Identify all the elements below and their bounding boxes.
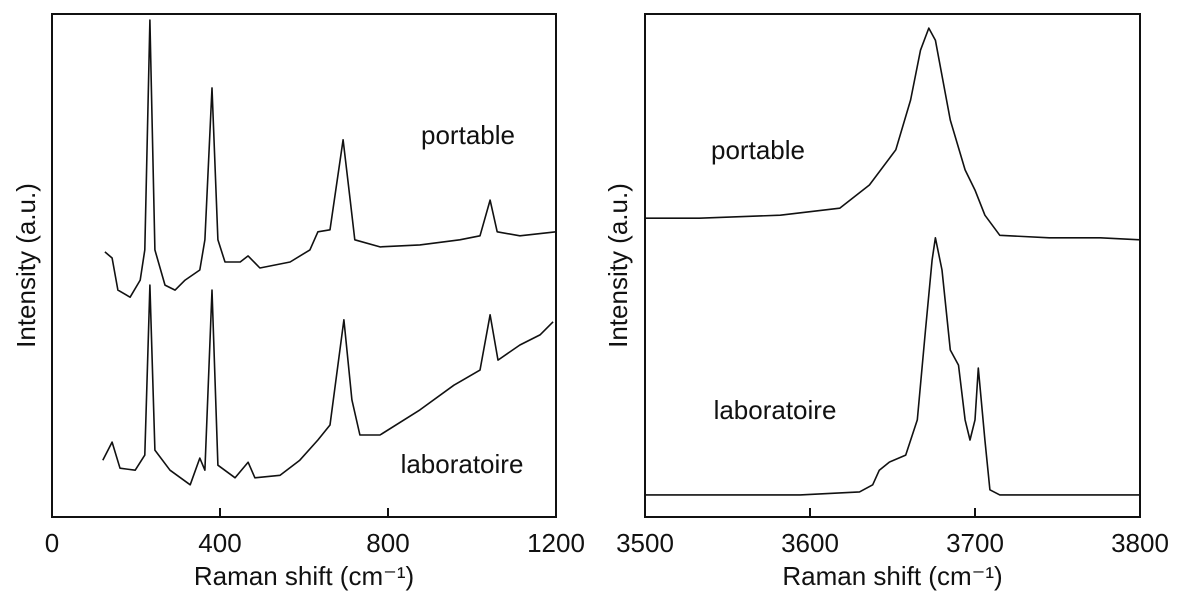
plot-frame — [644, 13, 1141, 518]
series-label: portable — [421, 120, 515, 150]
x-tick-label: 3600 — [781, 528, 839, 558]
x-tick-label: 400 — [198, 528, 241, 558]
series-label: laboratoire — [714, 395, 837, 425]
y-axis-label: Intensity (a.u.) — [11, 183, 41, 348]
series-label: portable — [711, 135, 805, 165]
plot-frame — [51, 13, 557, 518]
x-tick-label: 1200 — [527, 528, 585, 558]
x-axis-label: Raman shift (cm⁻¹) — [782, 561, 1002, 591]
spectrum-line — [645, 237, 1140, 496]
spectrum-line — [645, 27, 1141, 241]
x-tick-label: 800 — [366, 528, 409, 558]
x-tick-label: 3700 — [946, 528, 1004, 558]
x-tick-label: 3800 — [1111, 528, 1169, 558]
spectrum-line — [102, 284, 554, 486]
x-tick-label: 0 — [45, 528, 59, 558]
x-tick-label: 3500 — [616, 528, 674, 558]
y-axis-label: Intensity (a.u.) — [603, 183, 633, 348]
series-label: laboratoire — [401, 449, 524, 479]
x-axis-label: Raman shift (cm⁻¹) — [194, 561, 414, 591]
spectrum-line — [104, 19, 557, 298]
